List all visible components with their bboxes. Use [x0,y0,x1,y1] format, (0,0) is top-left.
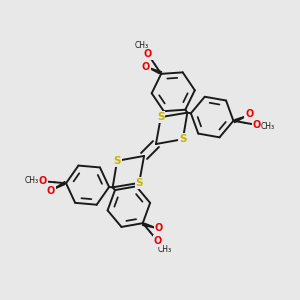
Text: O: O [47,186,55,196]
Text: S: S [113,156,121,166]
Text: CH₃: CH₃ [261,122,275,131]
Text: O: O [142,62,150,72]
Text: O: O [39,176,47,186]
Text: O: O [154,236,162,246]
Text: CH₃: CH₃ [24,176,38,185]
Text: CH₃: CH₃ [135,40,149,50]
Text: O: O [155,224,163,233]
Text: O: O [252,120,261,130]
Text: S: S [135,178,143,188]
Text: O: O [245,110,253,119]
Text: O: O [144,50,152,59]
Text: CH₃: CH₃ [158,245,172,254]
Text: S: S [179,134,187,144]
Text: S: S [157,112,165,122]
